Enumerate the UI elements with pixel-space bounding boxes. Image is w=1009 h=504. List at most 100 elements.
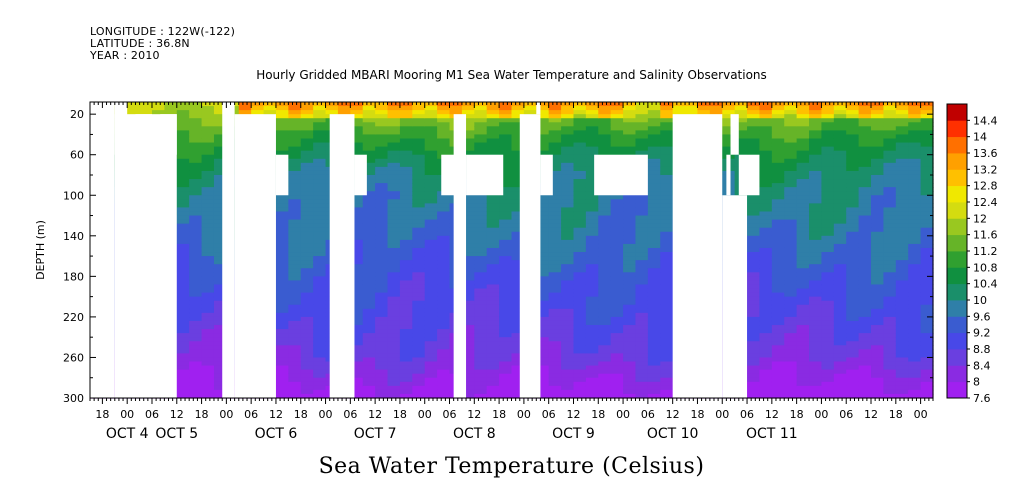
heatmap-cell bbox=[809, 179, 823, 184]
heatmap-cell bbox=[784, 280, 798, 286]
heatmap-cell bbox=[461, 365, 475, 371]
heatmap-cell bbox=[747, 385, 761, 391]
heatmap-cell bbox=[561, 239, 575, 245]
heatmap-cell bbox=[536, 118, 550, 123]
heatmap-cell bbox=[201, 187, 215, 192]
heatmap-cell bbox=[883, 365, 897, 371]
heatmap-cell bbox=[300, 223, 314, 229]
heatmap-cell bbox=[548, 215, 562, 221]
heatmap-cell bbox=[511, 369, 525, 375]
heatmap-cell bbox=[809, 385, 823, 391]
heatmap-cell bbox=[747, 122, 761, 127]
heatmap-cell bbox=[895, 373, 909, 379]
heatmap-cell bbox=[635, 325, 649, 330]
heatmap-cell bbox=[300, 325, 314, 330]
heatmap-cell bbox=[598, 377, 612, 383]
heatmap-cell bbox=[548, 389, 562, 395]
heatmap-cell bbox=[561, 126, 575, 131]
heatmap-cell bbox=[275, 280, 289, 286]
heatmap-cell bbox=[734, 106, 748, 111]
heatmap-cell bbox=[362, 162, 376, 168]
heatmap-cell bbox=[895, 207, 909, 213]
heatmap-cell bbox=[573, 256, 587, 261]
heatmap-cell bbox=[660, 195, 674, 200]
heatmap-cell bbox=[350, 134, 364, 140]
heatmap-cell bbox=[858, 203, 872, 209]
heatmap-cell bbox=[846, 110, 860, 115]
heatmap-cell bbox=[350, 223, 364, 229]
heatmap-cell bbox=[833, 239, 847, 245]
heatmap-cell bbox=[895, 239, 909, 245]
heatmap-cell bbox=[747, 199, 761, 204]
heatmap-cell bbox=[437, 102, 451, 107]
heatmap-cell bbox=[635, 260, 649, 265]
heatmap-cell bbox=[623, 256, 637, 261]
heatmap-cell bbox=[536, 227, 550, 233]
heatmap-cell bbox=[213, 276, 227, 282]
heatmap-cell bbox=[747, 389, 761, 395]
heatmap-cell bbox=[213, 166, 227, 172]
heatmap-cell bbox=[660, 393, 674, 399]
heatmap-cell bbox=[213, 203, 227, 209]
heatmap-cell bbox=[759, 320, 773, 326]
heatmap-cell bbox=[883, 316, 897, 322]
heatmap-cell bbox=[176, 122, 190, 127]
heatmap-cell bbox=[536, 106, 550, 111]
heatmap-cell bbox=[871, 166, 885, 172]
heatmap-cell bbox=[325, 106, 339, 111]
heatmap-cell bbox=[747, 102, 761, 107]
heatmap-cell bbox=[821, 146, 835, 152]
heatmap-cell bbox=[759, 300, 773, 306]
heatmap-cell bbox=[573, 110, 587, 115]
heatmap-cell bbox=[437, 126, 451, 131]
heatmap-cell bbox=[387, 138, 401, 144]
heatmap-cell bbox=[771, 353, 785, 359]
heatmap-cell bbox=[809, 296, 823, 302]
heatmap-cell bbox=[313, 268, 327, 273]
heatmap-cell bbox=[585, 304, 599, 310]
heatmap-cell bbox=[895, 369, 909, 375]
heatmap-cell bbox=[437, 199, 451, 204]
heatmap-cell bbox=[610, 142, 624, 148]
heatmap-cell bbox=[623, 231, 637, 237]
heatmap-cell bbox=[908, 243, 922, 249]
heatmap-cell bbox=[387, 337, 401, 342]
heatmap-cell bbox=[871, 365, 885, 371]
heatmap-cell bbox=[399, 268, 413, 273]
heatmap-cell bbox=[846, 223, 860, 229]
heatmap-cell bbox=[189, 341, 203, 346]
heatmap-cell bbox=[771, 268, 785, 273]
heatmap-cell bbox=[747, 316, 761, 322]
heatmap-cell bbox=[895, 260, 909, 265]
heatmap-cell bbox=[585, 247, 599, 253]
heatmap-cell bbox=[660, 272, 674, 277]
heatmap-cell bbox=[399, 389, 413, 395]
heatmap-cell bbox=[424, 361, 438, 367]
heatmap-cell bbox=[548, 256, 562, 261]
heatmap-cell bbox=[759, 215, 773, 221]
heatmap-cell bbox=[833, 191, 847, 196]
heatmap-cell bbox=[660, 357, 674, 363]
heatmap-cell bbox=[548, 243, 562, 249]
heatmap-cell bbox=[561, 300, 575, 306]
heatmap-cell bbox=[610, 349, 624, 354]
heatmap-cell bbox=[486, 211, 500, 217]
heatmap-cell bbox=[858, 170, 872, 176]
heatmap-cell bbox=[833, 203, 847, 209]
heatmap-cell bbox=[300, 300, 314, 306]
heatmap-cell bbox=[796, 308, 810, 314]
heatmap-cell bbox=[747, 377, 761, 383]
heatmap-cell bbox=[771, 219, 785, 225]
heatmap-cell bbox=[610, 316, 624, 322]
heatmap-cell bbox=[784, 227, 798, 233]
heatmap-cell bbox=[858, 337, 872, 342]
heatmap-cell bbox=[821, 207, 835, 213]
heatmap-cell bbox=[387, 260, 401, 265]
heatmap-cell bbox=[375, 316, 389, 322]
heatmap-cell bbox=[375, 247, 389, 253]
heatmap-cell bbox=[920, 199, 934, 204]
heatmap-cell bbox=[585, 227, 599, 233]
heatmap-cell bbox=[883, 179, 897, 184]
heatmap-cell bbox=[461, 207, 475, 213]
heatmap-cell bbox=[647, 349, 661, 354]
